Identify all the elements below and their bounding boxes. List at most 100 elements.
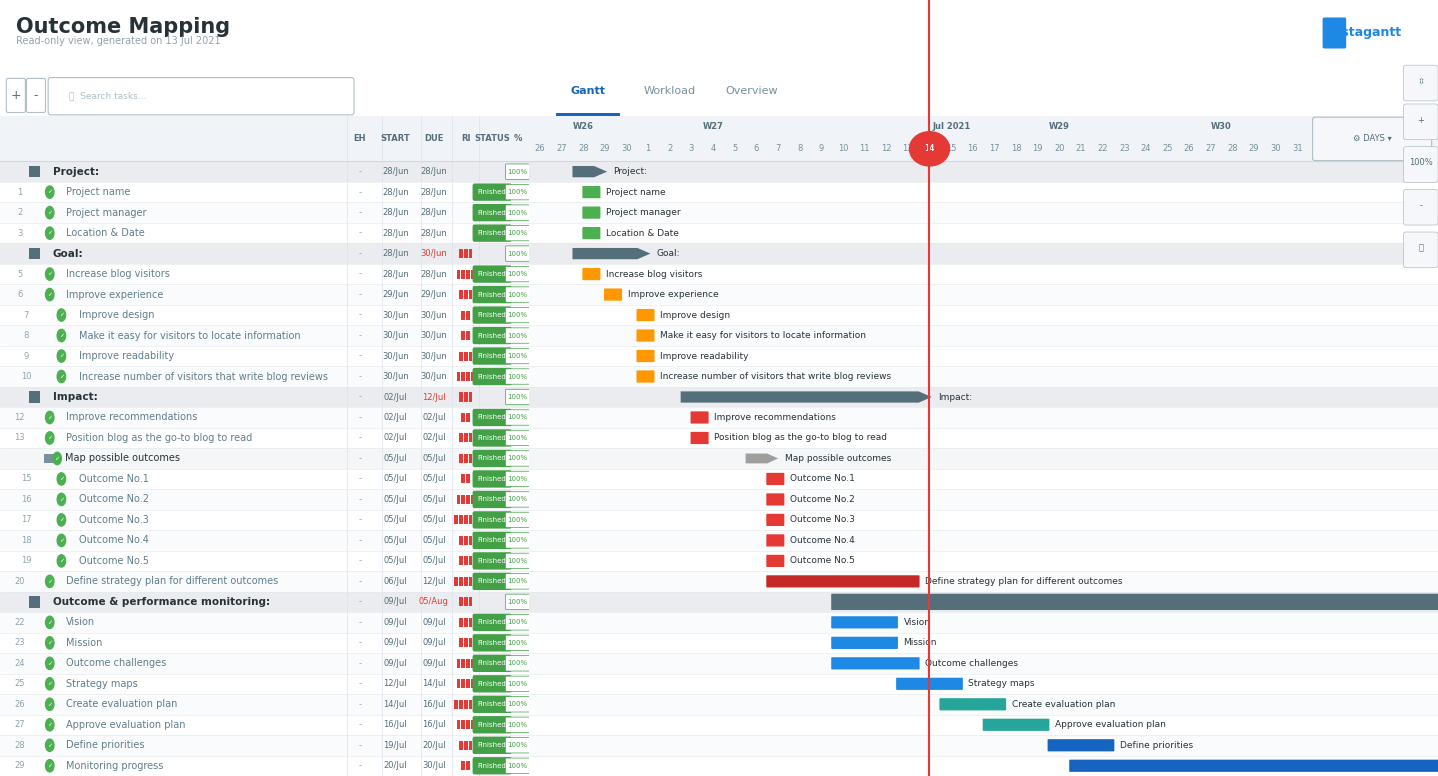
Bar (0, 203, 529, 223)
Bar (529, 591, 1438, 612)
FancyBboxPatch shape (766, 473, 784, 485)
Text: 13: 13 (14, 434, 24, 442)
Text: 23: 23 (1119, 144, 1130, 154)
Text: 100%: 100% (508, 763, 528, 769)
FancyBboxPatch shape (462, 310, 464, 320)
FancyBboxPatch shape (462, 495, 464, 504)
Text: 100%: 100% (508, 743, 528, 748)
Text: Location & Date: Location & Date (605, 229, 679, 237)
FancyBboxPatch shape (459, 393, 463, 401)
Text: ✓: ✓ (59, 354, 65, 359)
FancyBboxPatch shape (473, 573, 512, 590)
Text: 05/Aug: 05/Aug (418, 598, 449, 606)
Text: 14/Jul: 14/Jul (423, 679, 446, 688)
FancyBboxPatch shape (1070, 760, 1438, 772)
Text: 12/Jul: 12/Jul (423, 393, 446, 401)
Text: 3: 3 (1359, 144, 1365, 154)
Text: ✓: ✓ (47, 620, 52, 625)
Bar (0, 116, 529, 161)
Circle shape (58, 555, 66, 567)
Bar (0, 346, 529, 366)
Bar (0, 284, 529, 305)
FancyBboxPatch shape (637, 350, 654, 362)
FancyBboxPatch shape (1403, 147, 1438, 182)
FancyBboxPatch shape (473, 757, 512, 774)
FancyBboxPatch shape (473, 368, 512, 385)
FancyBboxPatch shape (462, 761, 464, 771)
Text: -: - (358, 352, 361, 361)
Bar (0, 407, 529, 428)
Text: 28/Jun: 28/Jun (383, 188, 408, 196)
FancyBboxPatch shape (466, 761, 470, 771)
Text: Goal:: Goal: (53, 248, 83, 258)
Text: ✓: ✓ (47, 292, 52, 297)
FancyBboxPatch shape (466, 372, 470, 381)
Bar (529, 182, 1438, 203)
Text: Project manager: Project manager (66, 208, 147, 217)
Text: -: - (358, 188, 361, 196)
Text: DUE: DUE (424, 134, 443, 144)
Text: -: - (358, 495, 361, 504)
Text: Define strategy plan for different outcomes: Define strategy plan for different outco… (925, 577, 1123, 586)
Bar (1309, 161, 1330, 776)
FancyBboxPatch shape (505, 451, 529, 466)
Text: 5: 5 (1403, 144, 1408, 154)
FancyBboxPatch shape (582, 206, 601, 219)
Text: 100%: 100% (508, 681, 528, 687)
FancyBboxPatch shape (473, 736, 512, 754)
Bar (0, 510, 529, 530)
Text: ⚙ DAYS ▾: ⚙ DAYS ▾ (1353, 134, 1392, 144)
Text: 12/Jul: 12/Jul (423, 577, 446, 586)
Text: 23: 23 (14, 639, 24, 647)
FancyBboxPatch shape (457, 720, 460, 729)
FancyBboxPatch shape (464, 515, 467, 525)
FancyBboxPatch shape (505, 185, 529, 200)
Bar (529, 715, 1438, 735)
FancyBboxPatch shape (505, 225, 529, 241)
Text: 8: 8 (23, 331, 29, 340)
Circle shape (58, 350, 66, 362)
Text: Finished: Finished (477, 640, 506, 646)
Text: 2: 2 (17, 208, 22, 217)
Text: Location & Date: Location & Date (66, 228, 145, 238)
Text: Mission: Mission (903, 639, 938, 647)
Text: 15: 15 (946, 144, 956, 154)
FancyBboxPatch shape (473, 204, 512, 221)
Text: ✓: ✓ (59, 313, 65, 317)
Text: -: - (358, 700, 361, 708)
FancyBboxPatch shape (473, 307, 512, 324)
Text: 30/Jun: 30/Jun (383, 331, 408, 340)
FancyBboxPatch shape (473, 515, 477, 525)
Text: ✓: ✓ (47, 272, 52, 276)
FancyBboxPatch shape (457, 372, 460, 381)
Bar (0, 182, 529, 203)
Bar (529, 284, 1438, 305)
Text: 28/Jun: 28/Jun (420, 269, 447, 279)
Circle shape (58, 309, 66, 321)
FancyBboxPatch shape (831, 637, 897, 649)
FancyBboxPatch shape (505, 287, 529, 303)
FancyBboxPatch shape (637, 330, 654, 341)
Text: 13: 13 (903, 144, 913, 154)
Polygon shape (680, 391, 932, 403)
FancyBboxPatch shape (466, 659, 470, 668)
Text: Outcome No.2: Outcome No.2 (79, 494, 150, 504)
FancyBboxPatch shape (469, 556, 472, 566)
Bar (0, 428, 529, 449)
Text: 19/Jul: 19/Jul (384, 741, 407, 750)
Text: Improve readability: Improve readability (660, 352, 749, 361)
Text: 100%: 100% (508, 578, 528, 584)
Text: 27: 27 (14, 720, 24, 729)
Text: Approve evaluation plan: Approve evaluation plan (66, 720, 186, 729)
Text: Finished: Finished (477, 578, 506, 584)
Circle shape (46, 636, 55, 649)
FancyBboxPatch shape (469, 352, 472, 361)
Text: 05/Jul: 05/Jul (384, 495, 407, 504)
Text: Map possible outcomes: Map possible outcomes (785, 454, 890, 463)
Text: 02/Jul: 02/Jul (384, 413, 407, 422)
Bar (1330, 161, 1352, 776)
Text: 1: 1 (17, 188, 22, 196)
Text: 100%: 100% (508, 189, 528, 195)
Text: 30/Jun: 30/Jun (383, 310, 408, 320)
Text: Vision: Vision (66, 618, 95, 627)
